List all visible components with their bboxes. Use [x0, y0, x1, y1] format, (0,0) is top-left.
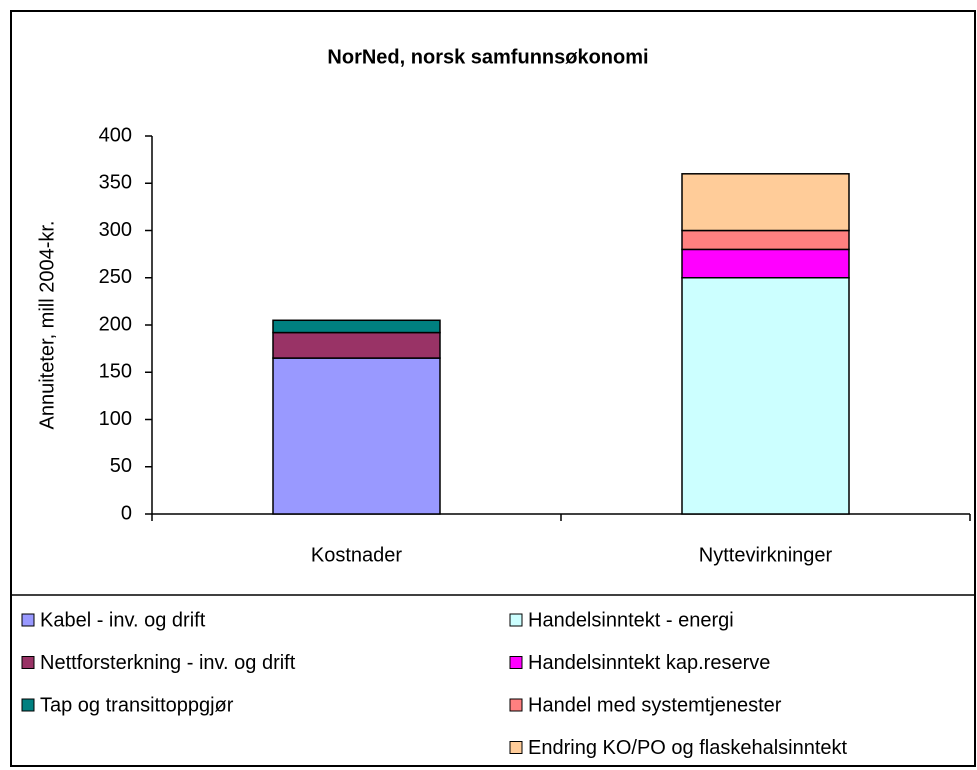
bar-segment	[272, 319, 441, 334]
legend-swatch	[509, 656, 523, 669]
bar-segment	[272, 357, 441, 515]
y-tick-label: 0	[121, 502, 132, 524]
legend-swatch	[509, 613, 523, 627]
y-axis-label: Annuiteter, mill 2004-kr.	[36, 221, 58, 430]
x-tick-label: Nyttevirkninger	[699, 544, 833, 566]
y-tick-label: 150	[99, 361, 132, 383]
legend-swatch	[21, 698, 35, 712]
chart-title: NorNed, norsk samfunnsøkonomi	[327, 46, 648, 68]
bar-segment	[681, 229, 850, 251]
y-tick-label: 400	[99, 124, 132, 146]
legend-label: Endring KO/PO og flaskehalsinntekt	[528, 737, 848, 759]
y-tick-label: 300	[99, 219, 132, 241]
bar-segment	[272, 331, 441, 359]
bar-segment	[681, 277, 850, 515]
legend-label: Kabel - inv. og drift	[40, 609, 206, 631]
y-tick-label: 200	[99, 313, 132, 335]
bar-segment	[681, 173, 850, 232]
y-tick-label: 50	[110, 455, 132, 477]
legend-swatch	[21, 656, 35, 669]
y-tick-label: 250	[99, 266, 132, 288]
legend-swatch	[21, 613, 35, 627]
legend-label: Tap og transittoppgjør	[40, 694, 234, 716]
y-tick-label: 350	[99, 172, 132, 194]
legend-swatch	[509, 741, 523, 754]
x-tick-label: Kostnader	[311, 544, 403, 566]
bar-segment	[681, 248, 850, 279]
legend-swatch	[509, 698, 523, 712]
legend-label: Handelsinntekt kap.reserve	[528, 652, 770, 674]
legend-label: Handel med systemtjenester	[528, 694, 782, 716]
y-tick-label: 100	[99, 408, 132, 430]
legend-label: Handelsinntekt - energi	[528, 609, 734, 631]
legend-label: Nettforsterkning - inv. og drift	[40, 652, 296, 674]
